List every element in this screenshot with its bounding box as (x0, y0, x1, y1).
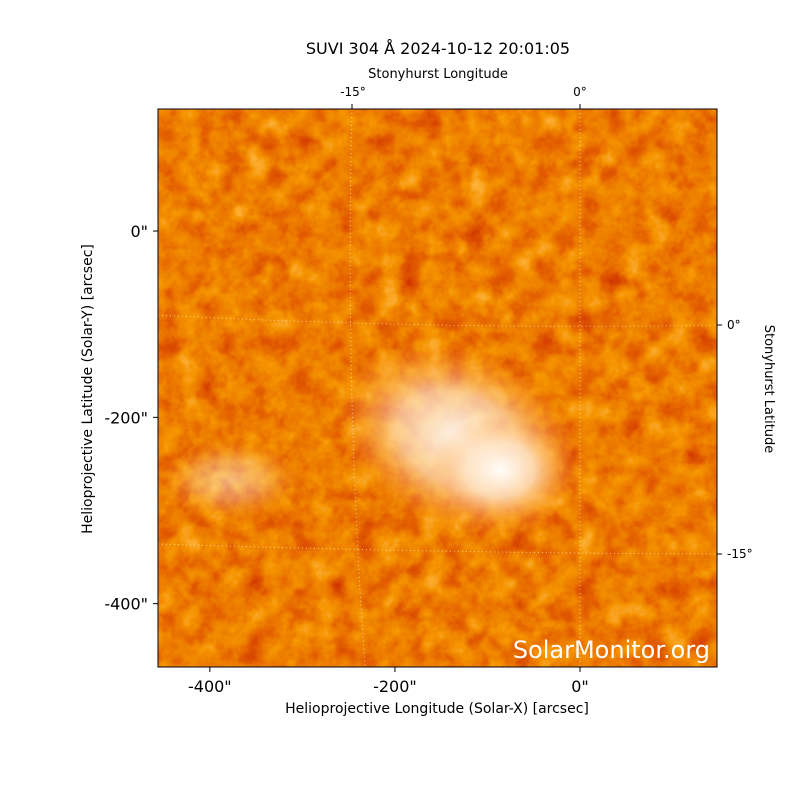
x-tick-label: -200" (373, 677, 417, 696)
top-axis-label: Stonyhurst Longitude (368, 67, 508, 82)
solar-image: SolarMonitor.org (158, 109, 717, 667)
y-tick-label: 0" (130, 222, 148, 241)
watermark: SolarMonitor.org (513, 636, 710, 664)
x-axis-label: Helioprojective Longitude (Solar-X) [arc… (285, 701, 589, 717)
y-axis-label: Helioprojective Latitude (Solar-Y) [arcs… (80, 244, 96, 534)
y-tick-label: -400" (104, 595, 148, 614)
chart-title: SUVI 304 Å 2024-10-12 20:01:05 (306, 39, 570, 58)
plot-frame (157, 108, 718, 668)
right-axis-label: Stonyhurst Latitude (761, 325, 776, 454)
x-tick-label: 0" (571, 677, 589, 696)
right-tick-label: 0° (727, 318, 741, 332)
top-tick-label: 0° (573, 85, 587, 99)
right-tick-label: -15° (727, 547, 753, 561)
y-tick-label: -200" (104, 408, 148, 427)
x-tick-label: -400" (188, 677, 232, 696)
top-tick-label: -15° (340, 85, 366, 99)
